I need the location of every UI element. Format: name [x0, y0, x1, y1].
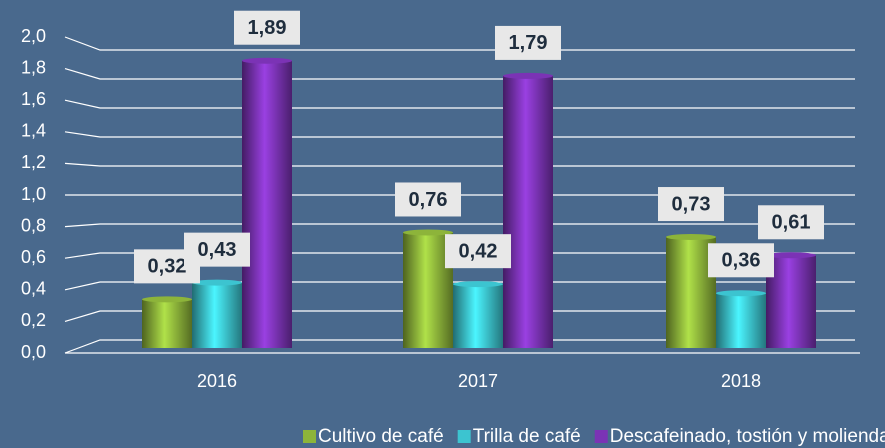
bar-top: [766, 252, 816, 259]
data-label: 0,61: [772, 212, 811, 234]
y-tick-label: 1,0: [21, 184, 46, 204]
bar: [403, 232, 453, 348]
bar-top: [403, 229, 453, 236]
bar-top: [716, 290, 766, 297]
data-label: 0,32: [148, 256, 187, 278]
bar-top: [503, 72, 553, 79]
bar: [666, 237, 716, 348]
x-tick-label: 2016: [197, 371, 237, 391]
x-tick-label: 2017: [458, 371, 498, 391]
bar-top: [192, 279, 242, 286]
grid-line: [64, 131, 855, 138]
legend-swatch: [594, 430, 608, 443]
grid-line: [64, 223, 855, 228]
legend-label: Cultivo de café: [318, 426, 444, 447]
legend-label: Trilla de café: [473, 426, 581, 447]
data-label: 0,43: [198, 239, 237, 261]
grid-line: [64, 36, 855, 51]
y-tick-label: 2,0: [21, 26, 46, 46]
y-tick-label: 0,8: [21, 215, 46, 235]
grid-line: [64, 281, 855, 291]
data-label-box: [658, 187, 724, 222]
y-tick-label: 0,6: [21, 247, 46, 267]
bar-top: [242, 57, 292, 64]
data-label: 1,79: [509, 32, 548, 54]
data-label-box: [758, 205, 824, 240]
grid-line: [64, 99, 855, 109]
grid-line: [64, 339, 855, 354]
y-tick-label: 1,4: [21, 121, 46, 141]
data-label: 1,89: [248, 17, 287, 39]
bar-top: [142, 296, 192, 303]
bar: [192, 282, 242, 348]
data-label-box: [445, 234, 511, 269]
bar: [242, 60, 292, 348]
bar: [766, 255, 816, 348]
data-label-box: [708, 243, 774, 278]
data-label: 0,76: [409, 189, 448, 211]
bar: [453, 284, 503, 348]
grid-line: [64, 162, 855, 167]
grid-line: [64, 68, 855, 80]
data-label-box: [395, 182, 461, 217]
data-label-box: [495, 25, 561, 60]
legend-label: Descafeinado, tostión y molienda de café: [610, 426, 885, 447]
y-tick-label: 0,2: [21, 310, 46, 330]
x-tick-label: 2018: [721, 371, 761, 391]
bar-top: [666, 234, 716, 241]
data-label-box: [184, 232, 250, 267]
data-label: 0,73: [672, 193, 711, 215]
legend-swatch: [457, 430, 471, 443]
grid-line: [64, 252, 855, 259]
y-tick-label: 1,2: [21, 152, 46, 172]
data-label-box: [234, 10, 300, 45]
y-tick-label: 0,4: [21, 279, 46, 299]
legend-swatch: [303, 430, 316, 443]
data-label: 0,36: [722, 250, 761, 272]
data-label: 0,42: [459, 240, 498, 262]
grid-line: [64, 310, 855, 322]
bar: [716, 293, 766, 348]
bar: [503, 75, 553, 349]
y-tick-label: 1,6: [21, 89, 46, 109]
bar-top: [453, 281, 503, 288]
y-tick-label: 0,0: [21, 342, 46, 362]
y-tick-label: 1,8: [21, 57, 46, 77]
bar: [142, 299, 192, 348]
